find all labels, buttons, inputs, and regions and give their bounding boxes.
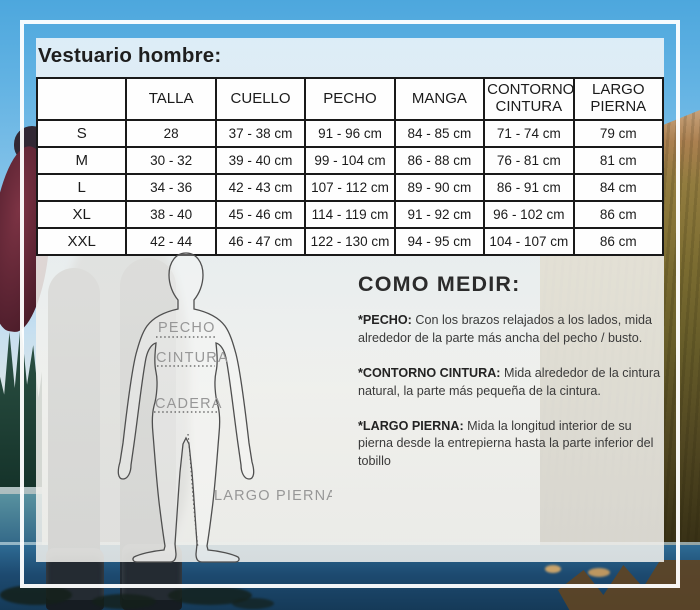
- measurement-cell: 76 - 81 cm: [483, 146, 575, 175]
- measurement-cell: 96 - 102 cm: [483, 200, 575, 229]
- measurement-cell: 86 cm: [572, 200, 665, 229]
- size-label-cell: M: [35, 146, 128, 175]
- size-label-cell: XXL: [35, 227, 128, 256]
- column-header-cuello: CUELLO: [214, 77, 307, 121]
- waist-label: CINTURA: [156, 350, 229, 366]
- size-table-body: S 28 37 - 38 cm 91 - 96 cm 84 - 85 cm 71 - 74…: [35, 119, 665, 256]
- measure-item: *PECHO: Con los brazos relajados a los l…: [358, 312, 664, 348]
- how-to-measure-heading: COMO MEDIR:: [358, 272, 521, 296]
- chest-label: PECHO: [158, 320, 216, 336]
- how-to-measure-section: COMO MEDIR: *PECHO: Con los brazos relaj…: [358, 272, 664, 488]
- column-header-talla: TALLA: [125, 77, 217, 121]
- leg-label: LARGO PIERNA: [214, 488, 332, 504]
- measurement-cell: 30 - 32: [125, 146, 217, 175]
- water-plants: [232, 598, 274, 609]
- measurement-cell: 89 - 90 cm: [393, 173, 486, 202]
- water-plants: [92, 594, 156, 609]
- measurement-cell: 86 - 88 cm: [393, 146, 486, 175]
- reflection-highlight: [545, 565, 561, 573]
- measurement-cell: 37 - 38 cm: [214, 119, 307, 148]
- corner-header-cell: [35, 77, 128, 121]
- reflection-highlight: [588, 568, 610, 577]
- column-header-pecho: PECHO: [304, 77, 396, 121]
- how-to-measure-items: *PECHO: Con los brazos relajados a los l…: [358, 312, 664, 471]
- content-area: Vestuario hombre: TALLA CUELLO PECHO MANGA C…: [35, 38, 665, 563]
- water-plants: [0, 585, 72, 605]
- measure-description: Con los brazos relajados a los lados, mi…: [358, 313, 652, 345]
- measurement-cell: 42 - 43 cm: [214, 173, 307, 202]
- column-header-manga: MANGA: [393, 77, 486, 121]
- measure-description: Mida alrededor de la cintura natural, la…: [358, 365, 661, 398]
- measurement-cell: 81 cm: [572, 146, 665, 175]
- table-row: M 30 - 32 39 - 40 cm 99 - 104 cm 86 - 88 cm 7…: [35, 146, 665, 175]
- measurement-cell: 114 - 119 cm: [304, 200, 396, 229]
- measurement-cell: 71 - 74 cm: [483, 119, 575, 148]
- table-row: S 28 37 - 38 cm 91 - 96 cm 84 - 85 cm 71 - 74…: [35, 119, 665, 148]
- page-title: Vestuario hombre:: [38, 44, 222, 67]
- table-row: L 34 - 36 42 - 43 cm 107 - 112 cm 89 - 90 cm…: [35, 173, 665, 202]
- measurement-cell: 91 - 96 cm: [304, 119, 396, 148]
- hip-label: CADERA: [155, 396, 223, 412]
- measurement-cell: 107 - 112 cm: [304, 173, 396, 202]
- size-table: TALLA CUELLO PECHO MANGA CONTORNO CINTURA LAR…: [35, 77, 665, 256]
- measurement-cell: 38 - 40: [125, 200, 217, 229]
- measurement-cell: 39 - 40 cm: [214, 146, 307, 175]
- size-label-cell: S: [35, 119, 128, 148]
- table-row: XXL 42 - 44 46 - 47 cm 122 - 130 cm 94 - 95 …: [35, 227, 665, 256]
- measure-item: *CONTORNO CINTURA: Mida alrededor de la …: [358, 365, 664, 401]
- body-outline-path: [117, 252, 255, 563]
- measurement-cell: 84 - 85 cm: [393, 119, 486, 148]
- measurement-cell: 45 - 46 cm: [214, 200, 307, 229]
- measurement-cell: 42 - 44: [125, 227, 217, 256]
- water-plants: [168, 586, 252, 605]
- table-row: XL 38 - 40 45 - 46 cm 114 - 119 cm 91 - 92 c…: [35, 200, 665, 229]
- measure-term: *PECHO:: [358, 313, 416, 327]
- measurement-cell: 122 - 130 cm: [304, 227, 396, 256]
- measure-description: Mida la longitud interior de su pierna d…: [358, 418, 654, 469]
- measurement-cell: 91 - 92 cm: [393, 200, 486, 229]
- measure-term: *CONTORNO CINTURA:: [358, 365, 504, 380]
- measurement-cell: 86 cm: [572, 227, 665, 256]
- measurement-cell: 34 - 36: [125, 173, 217, 202]
- size-table-header-row: TALLA CUELLO PECHO MANGA CONTORNO CINTURA LAR…: [35, 77, 665, 121]
- body-outline-figure: PECHO CINTURA CADERA LARGO PIERNA: [117, 252, 332, 563]
- measurement-cell: 84 cm: [572, 173, 665, 202]
- white-border-frame: [20, 20, 680, 588]
- size-label-cell: L: [35, 173, 128, 202]
- measure-term: *LARGO PIERNA:: [358, 418, 468, 433]
- column-header-contorno-cintura: CONTORNO CINTURA: [483, 77, 575, 121]
- column-header-largo-pierna: LARGO PIERNA: [572, 77, 665, 121]
- measurement-cell: 94 - 95 cm: [393, 227, 486, 256]
- measurement-cell: 99 - 104 cm: [304, 146, 396, 175]
- measurement-cell: 79 cm: [572, 119, 665, 148]
- measurement-cell: 104 - 107 cm: [483, 227, 575, 256]
- measurement-cell: 28: [125, 119, 217, 148]
- size-label-cell: XL: [35, 200, 128, 229]
- measure-item: *LARGO PIERNA: Mida la longitud interior…: [358, 418, 664, 472]
- measurement-cell: 46 - 47 cm: [214, 227, 307, 256]
- measurement-cell: 86 - 91 cm: [483, 173, 575, 202]
